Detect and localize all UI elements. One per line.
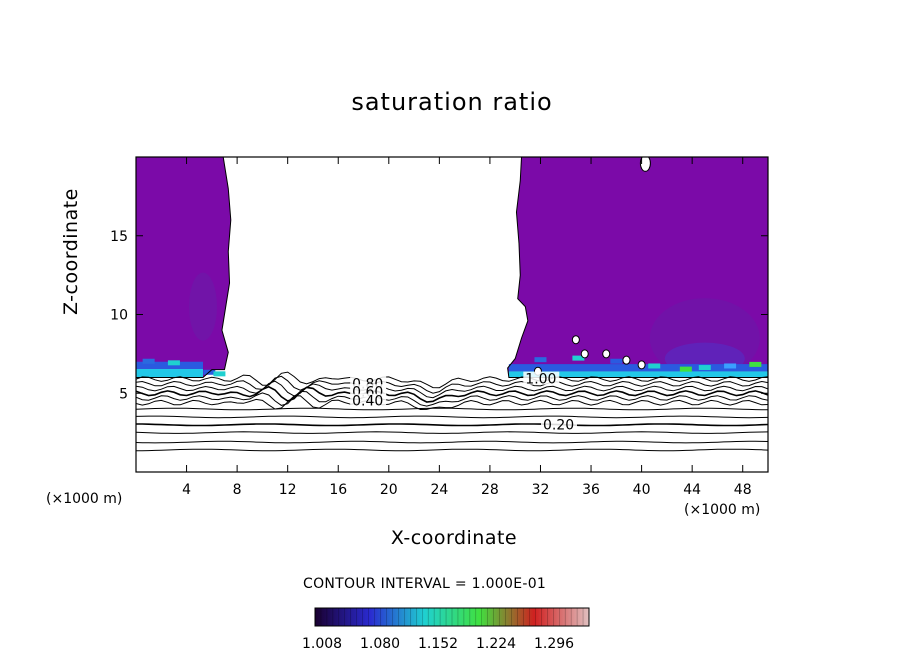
contour-label: 1.00 bbox=[525, 372, 556, 388]
colorbar-tick-label: 1.008 bbox=[302, 636, 342, 652]
y-tick-label: 15 bbox=[110, 229, 128, 245]
contour-line bbox=[136, 440, 768, 444]
contour-label-bg bbox=[523, 371, 560, 385]
contour-label-bg bbox=[350, 393, 387, 407]
closed-contour bbox=[571, 335, 580, 345]
base-speckle bbox=[679, 366, 692, 372]
base-speckle bbox=[572, 355, 585, 361]
colorbar-tick-label: 1.152 bbox=[418, 636, 458, 652]
x-tick-label: 8 bbox=[233, 482, 242, 498]
x-tick-label: 16 bbox=[329, 482, 347, 498]
contour-line bbox=[136, 380, 768, 399]
y-tick-label: 10 bbox=[110, 308, 128, 324]
contour-interval-label: CONTOUR INTERVAL = 1.000E-01 bbox=[303, 576, 547, 592]
base-band-right bbox=[508, 371, 768, 378]
colorbar-tick-label: 1.080 bbox=[360, 636, 400, 652]
contour-line bbox=[136, 431, 768, 434]
colorbar-tick-label: 1.296 bbox=[534, 636, 574, 652]
contour-label: 0.20 bbox=[543, 417, 574, 433]
base-speckle bbox=[534, 357, 547, 363]
contour-line bbox=[136, 423, 768, 427]
closed-contour bbox=[602, 349, 611, 359]
boundary-line-left bbox=[136, 157, 232, 378]
shaded-field bbox=[136, 157, 768, 379]
contour-line bbox=[136, 385, 768, 403]
base-band-left bbox=[136, 368, 203, 378]
boundary-line-right bbox=[507, 157, 768, 378]
contour-line bbox=[136, 448, 768, 452]
x-tick-label: 4 bbox=[182, 482, 191, 498]
closed-contour bbox=[622, 355, 631, 365]
x-tick-label: 28 bbox=[481, 482, 499, 498]
chart-title: saturation ratio bbox=[351, 88, 553, 116]
x-unit-label-left: (×1000 m) bbox=[46, 491, 123, 507]
base-speckle bbox=[698, 365, 711, 371]
x-tick-label: 40 bbox=[633, 482, 651, 498]
base-speckle bbox=[142, 358, 155, 364]
colorbar-tick-label: 1.224 bbox=[476, 636, 516, 652]
small-clear-patch bbox=[639, 157, 651, 172]
base-speckle bbox=[749, 361, 762, 367]
x-tick-label: 44 bbox=[683, 482, 701, 498]
x-axis-label: X-coordinate bbox=[390, 527, 518, 549]
x-tick-label: 36 bbox=[582, 482, 600, 498]
closed-contour bbox=[637, 360, 646, 370]
contour-line bbox=[136, 395, 768, 411]
closed-contour bbox=[580, 349, 589, 359]
supersaturated-region-left bbox=[136, 157, 231, 378]
base-speckle bbox=[724, 363, 737, 369]
contour-lines bbox=[136, 157, 768, 452]
contour-label: 0.40 bbox=[352, 394, 383, 410]
x-tick-label: 48 bbox=[734, 482, 752, 498]
base-speckle bbox=[610, 358, 623, 364]
contour-line bbox=[136, 375, 768, 394]
x-tick-label: 12 bbox=[279, 482, 297, 498]
contour-label-bg bbox=[541, 417, 578, 431]
colorbar: 1.008 1.080 1.152 1.224 1.296 bbox=[302, 607, 590, 652]
x-tick-label: 32 bbox=[532, 482, 550, 498]
x-tick-label: 24 bbox=[430, 482, 448, 498]
contour-line bbox=[136, 390, 768, 407]
base-speckle bbox=[213, 371, 226, 377]
contour-labels: 0.800.600.401.000.20 bbox=[350, 371, 578, 433]
faint-blob-left bbox=[188, 272, 217, 341]
base-speckle bbox=[167, 360, 180, 366]
contour-line bbox=[136, 415, 768, 419]
x-unit-label-right: (×1000 m) bbox=[684, 502, 761, 518]
contour-line bbox=[136, 407, 768, 411]
base-speckle bbox=[648, 363, 661, 369]
y-tick-label: 5 bbox=[119, 386, 128, 402]
x-tick-label: 20 bbox=[380, 482, 398, 498]
